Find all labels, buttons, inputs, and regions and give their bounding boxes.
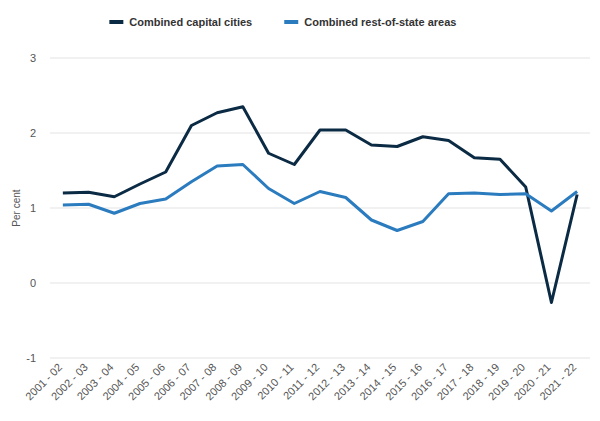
legend-label: Combined rest-of-state areas [304,16,456,28]
grid-line [50,58,590,59]
y-tick-label: 2 [30,127,36,139]
x-tick-label: 2021 - 22 [537,361,578,402]
y-tick-label: 0 [30,277,36,289]
y-tick-label: 3 [30,52,36,64]
series-line [63,165,577,231]
legend-label: Combined capital cities [129,16,252,28]
y-tick-label: 1 [30,202,36,214]
plot-area [63,107,577,303]
legend: Combined capital cities Combined rest-of-… [109,16,456,28]
legend-swatch [284,20,298,24]
grid-line [50,133,590,134]
legend-swatch [109,20,123,24]
y-tick-label: -1 [26,352,36,364]
grid-line [50,283,590,284]
y-axis-label: Per cent [11,189,22,226]
grid-line [50,358,590,359]
chart: -10123Per cent2001 - 022002 - 032003 - 0… [0,0,600,421]
series-line [63,107,577,303]
